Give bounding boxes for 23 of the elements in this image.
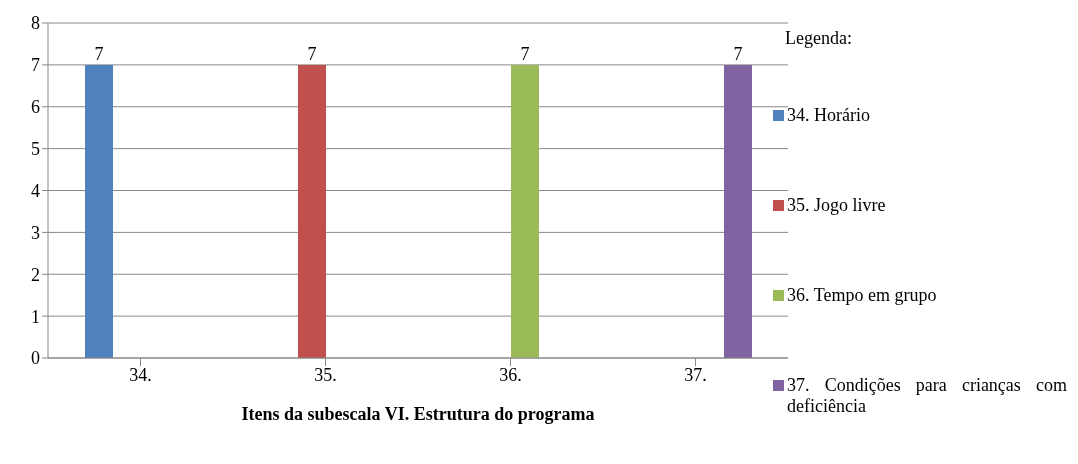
x-tick-label: 34.: [129, 364, 152, 385]
y-tick-label: 7: [31, 55, 40, 76]
y-tick-label: 1: [31, 306, 40, 327]
data-label: 7: [307, 43, 317, 64]
y-tick-label: 8: [31, 13, 40, 34]
legend-title: Legenda:: [785, 28, 853, 49]
y-tick-label: 3: [31, 222, 40, 243]
x-tick-label: 37.: [684, 364, 707, 385]
x-tick-label: 35.: [314, 364, 337, 385]
legend-label: 34. Horário: [787, 105, 871, 126]
y-tick-label: 0: [31, 348, 40, 369]
legend-label: 37. Condições para crianças com deficiência: [787, 375, 1067, 417]
y-tick-label: 4: [31, 180, 40, 201]
y-tick-label: 6: [31, 97, 40, 118]
x-axis-title: Itens da subescala VI. Estrutura do programa: [241, 404, 595, 424]
y-tick-label: 5: [31, 139, 40, 160]
data-label: 7: [733, 43, 743, 64]
x-tick-label: 36.: [499, 364, 522, 385]
data-label: 7: [520, 43, 530, 64]
y-tick-label: 2: [31, 264, 40, 285]
legend-label: 35. Jogo livre: [787, 195, 887, 216]
legend-label: 36. Tempo em grupo: [787, 285, 938, 306]
data-label: 7: [94, 43, 104, 64]
